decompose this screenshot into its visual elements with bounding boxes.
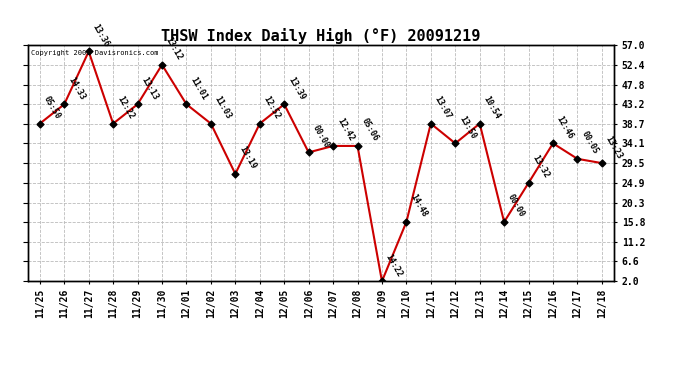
Point	[108, 121, 119, 127]
Text: 13:19: 13:19	[237, 145, 257, 171]
Point	[474, 121, 485, 127]
Title: THSW Index Daily High (°F) 20091219: THSW Index Daily High (°F) 20091219	[161, 28, 480, 44]
Text: 13:39: 13:39	[286, 75, 306, 102]
Text: 14:48: 14:48	[408, 193, 428, 219]
Point	[230, 171, 241, 177]
Text: 13:23: 13:23	[604, 134, 624, 160]
Point	[181, 101, 192, 107]
Text: 13:12: 13:12	[164, 36, 184, 62]
Point	[547, 140, 558, 146]
Text: 11:01: 11:01	[188, 75, 208, 102]
Point	[279, 101, 290, 107]
Text: 13:36: 13:36	[90, 22, 111, 49]
Text: 13:07: 13:07	[433, 94, 453, 121]
Point	[425, 121, 436, 127]
Point	[157, 62, 168, 68]
Point	[499, 219, 510, 225]
Text: 05:06: 05:06	[359, 117, 380, 143]
Text: 00:00: 00:00	[310, 123, 331, 150]
Text: Copyright 2009 Davisronics.com: Copyright 2009 Davisronics.com	[30, 50, 158, 56]
Text: 00:00: 00:00	[506, 193, 526, 219]
Text: 13:32: 13:32	[531, 154, 551, 180]
Point	[401, 219, 412, 225]
Point	[572, 156, 583, 162]
Text: 14:22: 14:22	[384, 252, 404, 278]
Point	[254, 121, 265, 127]
Text: 13:13: 13:13	[139, 75, 160, 102]
Point	[596, 160, 607, 166]
Point	[59, 101, 70, 107]
Point	[450, 140, 461, 146]
Text: 05:50: 05:50	[42, 94, 62, 121]
Text: 12:46: 12:46	[555, 114, 575, 141]
Point	[523, 180, 534, 186]
Point	[206, 121, 217, 127]
Point	[303, 149, 314, 155]
Point	[328, 143, 339, 149]
Text: 14:33: 14:33	[66, 75, 86, 102]
Point	[34, 121, 46, 127]
Point	[352, 143, 363, 149]
Text: 12:42: 12:42	[335, 117, 355, 143]
Point	[377, 278, 388, 284]
Text: 12:52: 12:52	[262, 94, 282, 121]
Point	[83, 48, 95, 54]
Text: 10:54: 10:54	[482, 94, 502, 121]
Text: 00:05: 00:05	[580, 130, 600, 156]
Text: 13:50: 13:50	[457, 114, 477, 141]
Text: 12:22: 12:22	[115, 94, 135, 121]
Point	[132, 101, 143, 107]
Text: 11:03: 11:03	[213, 94, 233, 121]
